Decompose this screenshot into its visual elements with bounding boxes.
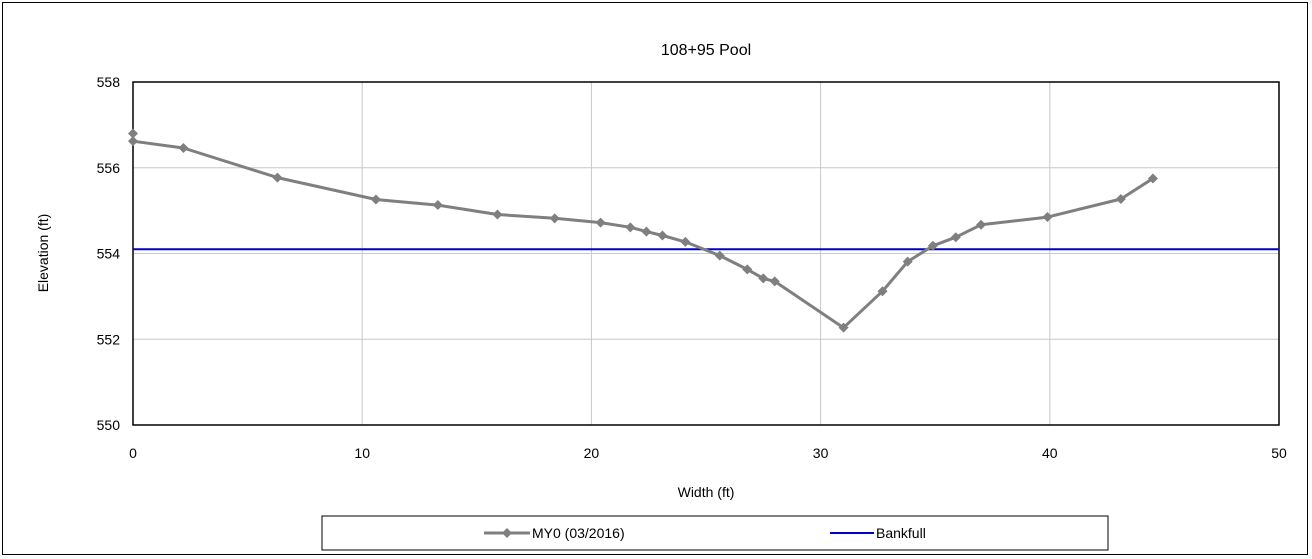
- my0-data-point: [432, 200, 443, 211]
- x-tick-label: 50: [1271, 445, 1287, 461]
- y-axis-title: Elevation (ft): [35, 214, 51, 293]
- legend-label-my0: MY0 (03/2016): [532, 525, 625, 541]
- my0-data-point: [680, 236, 691, 247]
- my0-series-line: [132, 139, 1154, 330]
- my0-data-point: [838, 322, 849, 333]
- my0-data-point: [178, 143, 189, 154]
- my0-data-point: [657, 230, 668, 241]
- my0-data-point: [950, 232, 961, 243]
- my0-data-point: [128, 136, 138, 147]
- y-tick-label: 556: [97, 160, 121, 176]
- x-tick-label: 30: [813, 445, 829, 461]
- x-axis-title: Width (ft): [678, 484, 735, 500]
- my0-data-point: [492, 209, 503, 220]
- y-tick-label: 552: [97, 331, 121, 347]
- my0-data-point: [625, 222, 636, 233]
- my0-data-point: [1042, 212, 1053, 223]
- tick-labels: 0 10 20 30 40 50 550 552 554 556 558: [97, 74, 1287, 461]
- my0-data-point: [927, 240, 938, 251]
- my0-data-point: [714, 250, 725, 261]
- x-tick-label: 40: [1042, 445, 1058, 461]
- my0-data-point: [595, 217, 606, 228]
- legend-label-bankfull: Bankfull: [876, 525, 926, 541]
- my0-data-point: [769, 276, 780, 287]
- my0-data-point: [1147, 173, 1158, 184]
- legend-entry-my0: MY0 (03/2016): [484, 525, 625, 541]
- y-tick-label: 550: [97, 417, 121, 433]
- my0-data-point: [742, 264, 753, 275]
- my0-data-point: [902, 256, 913, 267]
- chart-title: 108+95 Pool: [661, 42, 751, 59]
- my0-data-point: [758, 273, 769, 284]
- my0-data-point: [976, 219, 987, 230]
- my0-data-point: [128, 128, 138, 139]
- series-layer: [128, 128, 1279, 333]
- gridlines: [133, 82, 1279, 425]
- my0-data-point: [1115, 194, 1126, 205]
- my0-data-point: [641, 226, 652, 237]
- my0-data-point: [370, 194, 381, 205]
- x-tick-label: 20: [584, 445, 600, 461]
- legend: MY0 (03/2016) Bankfull: [321, 515, 1109, 551]
- legend-box: [321, 515, 1109, 551]
- my0-data-point: [877, 286, 888, 297]
- legend-entry-bankfull: Bankfull: [830, 525, 926, 541]
- legend-marker-my0: [502, 528, 512, 538]
- x-tick-label: 0: [129, 445, 137, 461]
- my0-data-point: [272, 172, 283, 183]
- plot-area: [132, 81, 1280, 426]
- y-tick-label: 554: [97, 246, 121, 262]
- my0-data-point: [549, 213, 560, 224]
- x-tick-label: 10: [354, 445, 370, 461]
- y-tick-label: 558: [97, 74, 121, 90]
